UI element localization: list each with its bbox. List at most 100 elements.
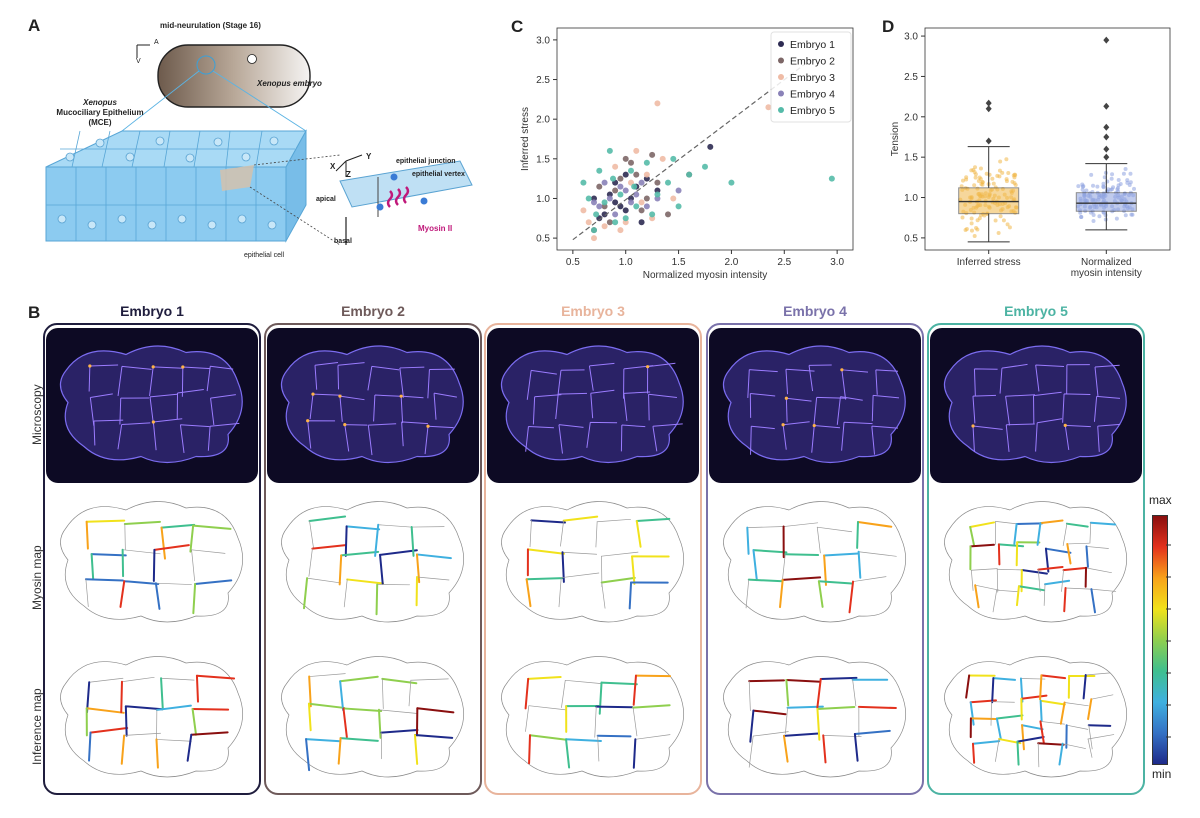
cell-junction bbox=[965, 674, 971, 699]
cell-junction bbox=[970, 569, 974, 591]
cell-junction bbox=[1090, 694, 1114, 700]
swarm-point bbox=[991, 181, 996, 186]
cell-junction bbox=[1039, 674, 1043, 701]
embryo-label: Xenopus embryo bbox=[257, 79, 322, 88]
scatter-point bbox=[631, 183, 638, 190]
cell-junction bbox=[413, 734, 419, 765]
swarm-point bbox=[1006, 170, 1011, 175]
scatter-point bbox=[728, 179, 735, 186]
tissue-outline bbox=[944, 656, 1128, 778]
swarm-point bbox=[969, 221, 974, 226]
myosin-squiggles bbox=[386, 186, 410, 208]
cell-junction bbox=[996, 568, 999, 593]
swarm-point bbox=[969, 168, 974, 173]
scatter-point bbox=[665, 179, 671, 186]
swarm-point bbox=[1111, 185, 1116, 190]
microscopy-image bbox=[930, 328, 1142, 483]
zoom-line-right bbox=[212, 70, 307, 132]
swarm-point bbox=[1076, 184, 1081, 189]
bright-vertex bbox=[338, 394, 342, 398]
cell-junction bbox=[561, 679, 566, 708]
junction-network bbox=[84, 519, 233, 615]
bright-vertex bbox=[840, 368, 844, 372]
cell-junction bbox=[1085, 545, 1089, 568]
embryo-title: Embryo 3 bbox=[561, 303, 625, 319]
cell-junction bbox=[785, 678, 790, 707]
embryo-cement-gland bbox=[247, 54, 257, 64]
scatter-point bbox=[601, 211, 608, 218]
cell-junction bbox=[308, 675, 312, 708]
cell-junction bbox=[528, 734, 532, 765]
stained-tissue bbox=[722, 345, 906, 464]
scatter-point bbox=[622, 171, 629, 178]
bright-vertex bbox=[151, 420, 155, 424]
cell-junction bbox=[562, 551, 598, 555]
cell-junction bbox=[848, 580, 855, 614]
cell-junction bbox=[969, 717, 997, 721]
cell-junction bbox=[594, 706, 597, 738]
cell-junction bbox=[997, 543, 1025, 548]
cell-junction bbox=[779, 578, 784, 609]
junction-network bbox=[748, 676, 897, 768]
cell-junction bbox=[749, 709, 755, 743]
cell-junction bbox=[308, 673, 346, 677]
swarm-point bbox=[964, 177, 969, 182]
scatter-point bbox=[601, 223, 608, 230]
cell-junction bbox=[752, 709, 787, 716]
scatter-point bbox=[638, 199, 645, 206]
tissue-outline bbox=[501, 656, 685, 778]
junction-label: epithelial junction bbox=[396, 158, 456, 165]
bright-vertex bbox=[181, 365, 185, 369]
box bbox=[1075, 192, 1137, 212]
scatter-point bbox=[649, 211, 656, 218]
cell-junction bbox=[307, 702, 346, 709]
cell-junction bbox=[340, 550, 380, 557]
cell-junction bbox=[817, 580, 853, 585]
cell-junction bbox=[160, 677, 195, 681]
cell-junction bbox=[86, 681, 91, 714]
mce-line3: (MCE) bbox=[88, 118, 112, 127]
cell-junction bbox=[1065, 587, 1092, 590]
cell-junction bbox=[1087, 734, 1115, 740]
zoom-line-left bbox=[121, 70, 200, 132]
vertex-dot-3 bbox=[420, 197, 428, 205]
bright-vertex bbox=[399, 394, 403, 398]
category-label: Normalized bbox=[1081, 257, 1132, 268]
swarm-point bbox=[982, 213, 987, 218]
scatter-point bbox=[633, 203, 640, 210]
outlier bbox=[1103, 145, 1110, 153]
cell-junction bbox=[186, 733, 193, 762]
swarm-point bbox=[1089, 172, 1094, 177]
cell-junction bbox=[600, 681, 638, 686]
scatter-point bbox=[596, 203, 603, 210]
cell-junction bbox=[85, 707, 125, 714]
cell-junction bbox=[160, 677, 164, 711]
cell-junction bbox=[969, 521, 996, 528]
cell-junction bbox=[1066, 542, 1090, 545]
cell-junction bbox=[784, 553, 820, 557]
cell-junction bbox=[191, 707, 198, 736]
cell-junction bbox=[529, 734, 568, 741]
cell-junction bbox=[1015, 522, 1044, 525]
cell-junction bbox=[992, 589, 998, 613]
swarm-point bbox=[973, 175, 978, 180]
swarm-point bbox=[960, 215, 965, 220]
swarm-point bbox=[1091, 212, 1096, 217]
cell-junction bbox=[189, 524, 195, 553]
cell-junction bbox=[1062, 743, 1086, 749]
highlighted-cell bbox=[220, 165, 254, 191]
cell-junction bbox=[1013, 522, 1018, 545]
tissue-outline bbox=[944, 501, 1128, 623]
bright-vertex bbox=[426, 424, 430, 428]
stained-junctions bbox=[971, 363, 1121, 452]
swarm-point bbox=[1103, 217, 1108, 222]
cell-junction bbox=[90, 553, 127, 557]
cell-junction bbox=[1089, 521, 1117, 526]
zoom-dotted-bottom bbox=[249, 186, 341, 246]
swarm-point bbox=[1001, 218, 1006, 223]
y-tick-label: 1.0 bbox=[904, 193, 918, 204]
cell-junction bbox=[628, 581, 633, 610]
scatter-point bbox=[610, 175, 617, 182]
cell-junction bbox=[160, 526, 166, 560]
y-axis-label: Inferred stress bbox=[520, 107, 531, 171]
